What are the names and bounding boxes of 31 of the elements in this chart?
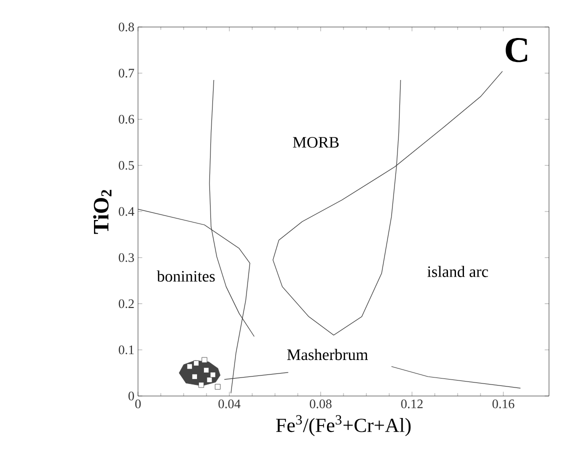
annotation: MORB [292, 136, 339, 148]
y-tick-label: 0.1 [118, 345, 134, 354]
annotation: island arc [427, 266, 488, 278]
y-tick-label: 0.4 [118, 207, 134, 216]
point [214, 384, 220, 390]
y-tick-label: 0.5 [118, 160, 134, 170]
x-tick-label: 0 [135, 400, 141, 408]
y-tick-label: 0.7 [118, 68, 134, 78]
point [198, 382, 204, 388]
x-tick-label: 0.16 [492, 400, 514, 408]
x-tick-label: 0.08 [310, 400, 332, 408]
point [206, 377, 212, 383]
y-tick-label: 0.6 [118, 114, 134, 124]
point [203, 367, 210, 373]
y-tick-label: 0.3 [118, 253, 134, 262]
point [202, 357, 208, 363]
annotation: C [506, 38, 528, 62]
point [193, 360, 200, 366]
annotation: Masherbrum [287, 348, 368, 360]
point [210, 372, 216, 378]
text: TiO$_{2}$ [93, 190, 112, 234]
point [186, 364, 192, 370]
y-tick-label: 0 [128, 392, 134, 400]
y-tick-label: 0.2 [118, 299, 134, 308]
x-tick-label: 0.12 [401, 400, 423, 408]
x-tick-label: 0.04 [218, 400, 240, 408]
point [192, 374, 198, 380]
line-series [272, 70, 503, 336]
annotation: boninites [156, 270, 215, 282]
y-tick-label: 0.8 [118, 22, 134, 32]
x-axis-title: Fe$^{3}$/(Fe$^{3}$+Cr+Al) [276, 415, 411, 436]
